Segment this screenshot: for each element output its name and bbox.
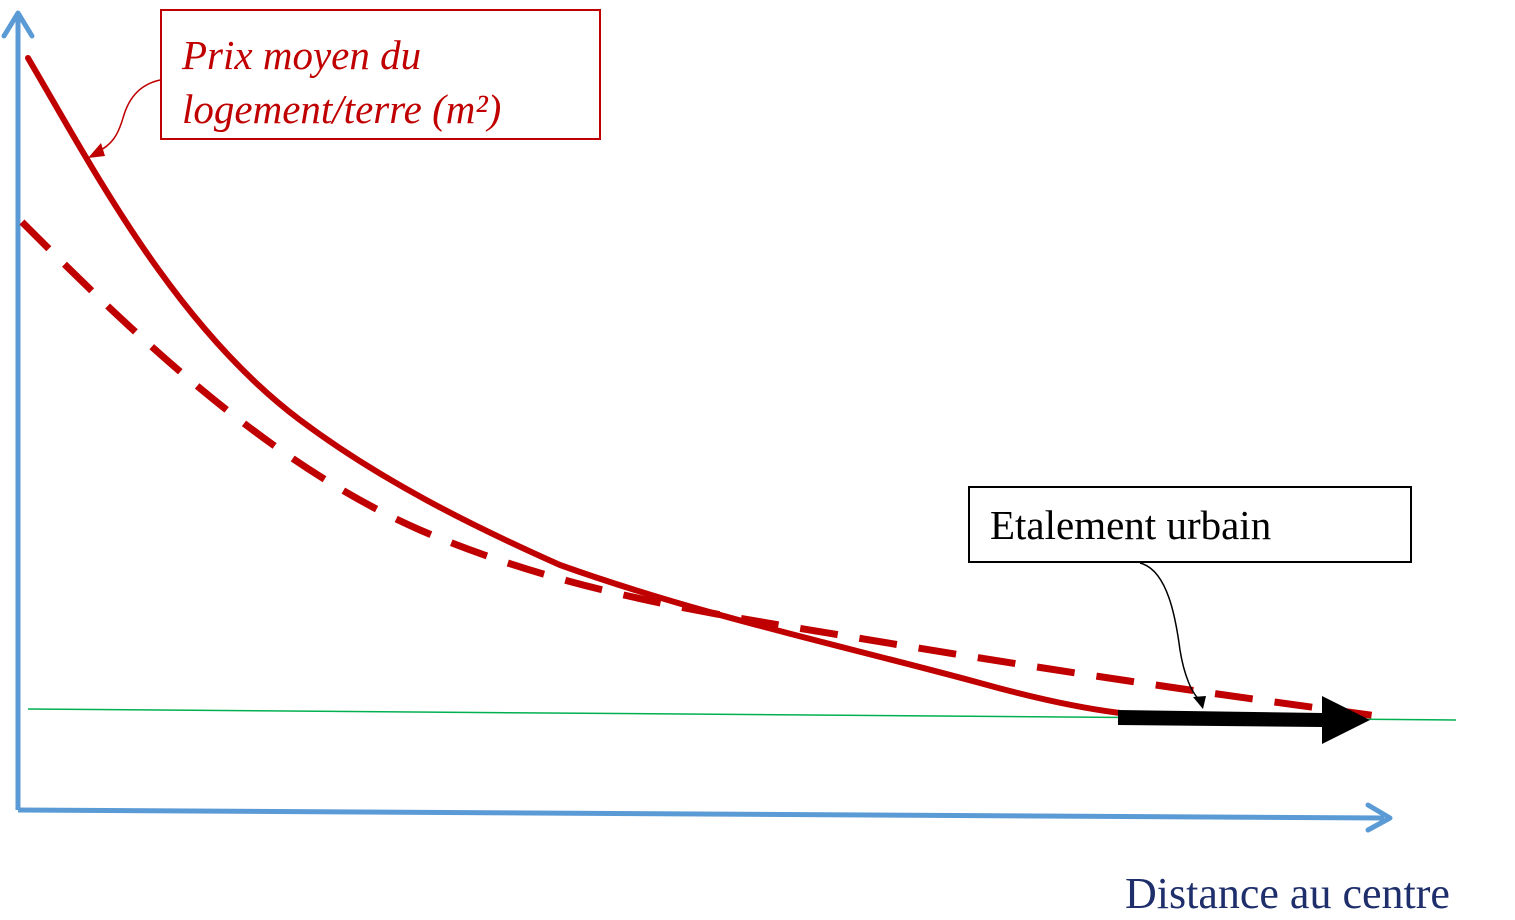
- x-axis-label: Distance au centre: [1125, 869, 1450, 918]
- x-axis: [17, 807, 1385, 821]
- price-label-box: Prix moyen du logement/terre (m²): [160, 9, 601, 140]
- price-callout-arrowhead-icon: [88, 143, 105, 158]
- sprawl-callout-arrowhead-icon: [1193, 696, 1206, 709]
- x-axis-arrowhead-icon: [1365, 802, 1393, 833]
- price-label-line1: Prix moyen du: [182, 32, 422, 78]
- price-curve-dashed: [19, 219, 1379, 720]
- sprawl-arrow-icon: [1118, 696, 1370, 744]
- price-callout-connector: [96, 79, 161, 153]
- sprawl-label-box: Etalement urbain: [968, 486, 1412, 563]
- price-curve-solid: [25, 55, 1123, 716]
- sprawl-callout-connector: [1139, 562, 1201, 701]
- price-label-line2: logement/terre (m²): [182, 86, 502, 132]
- y-axis-arrowhead-icon: [1, 10, 35, 39]
